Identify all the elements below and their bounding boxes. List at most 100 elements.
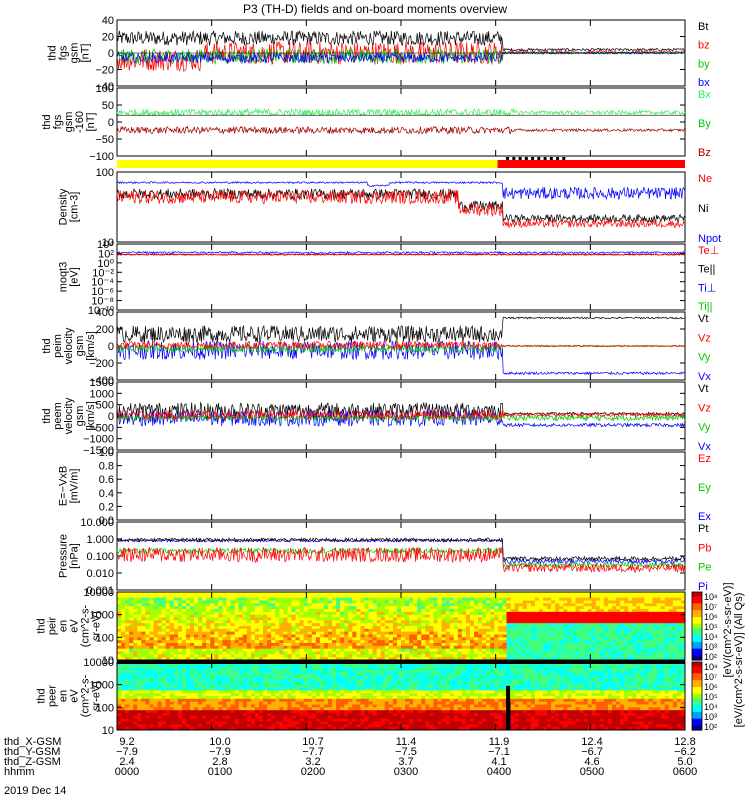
- spectro-cell: [446, 654, 451, 657]
- spectro-cell: [227, 716, 232, 719]
- spectro-cell: [137, 682, 142, 685]
- spectro-cell: [523, 595, 528, 598]
- spectro-cell: [543, 603, 548, 606]
- y-tick-label: 100: [96, 83, 114, 95]
- spectro-cell: [291, 724, 296, 727]
- spectro-cell: [535, 654, 540, 657]
- spectro-cell: [547, 620, 552, 623]
- spectro-cell: [393, 612, 398, 615]
- spectro-cell: [210, 646, 215, 649]
- spectro-cell: [291, 637, 296, 640]
- series-pb: [117, 547, 685, 572]
- spectro-cell: [186, 654, 191, 657]
- spectro-cell: [588, 620, 593, 623]
- spectro-cell: [194, 707, 199, 710]
- spectro-cell: [291, 612, 296, 615]
- spectro-cell: [628, 646, 633, 649]
- spectro-cell: [279, 690, 284, 693]
- spectro-cell: [186, 620, 191, 623]
- spectro-cell: [494, 620, 499, 623]
- spectro-cell: [417, 637, 422, 640]
- spectro-cell: [320, 682, 325, 685]
- spectro-cell: [478, 637, 483, 640]
- spectro-cell: [498, 654, 503, 657]
- spectro-cell: [154, 629, 159, 632]
- spectro-cell: [596, 637, 601, 640]
- spectro-cell: [580, 629, 585, 632]
- spectro-cell: [397, 637, 402, 640]
- spectro-cell: [519, 612, 524, 615]
- spectro-cell: [405, 637, 410, 640]
- spectro-cell: [263, 654, 268, 657]
- spectro-cell: [255, 646, 260, 649]
- spectro-cell: [190, 690, 195, 693]
- spectro-cell: [604, 603, 609, 606]
- spectro-cell: [198, 603, 203, 606]
- spectro-cell: [149, 654, 154, 657]
- spectro-cell: [624, 629, 629, 632]
- spectro-cell: [442, 637, 447, 640]
- spectro-cell: [174, 629, 179, 632]
- spectro-cell: [397, 620, 402, 623]
- spectro-cell: [186, 682, 191, 685]
- spectro-cell: [620, 629, 625, 632]
- spectro-cell: [259, 707, 264, 710]
- spectro-cell: [413, 654, 418, 657]
- spectro-cell: [186, 595, 191, 598]
- spectro-cell: [438, 654, 443, 657]
- spectro-cell: [616, 646, 621, 649]
- spectro-cell: [296, 603, 301, 606]
- spectro-cell: [137, 612, 142, 615]
- spectro-cell: [145, 665, 150, 668]
- spectro-cell: [279, 612, 284, 615]
- spectro-cell: [125, 682, 130, 685]
- spectro-cell: [283, 603, 288, 606]
- spectro-cell: [506, 595, 511, 598]
- spectro-cell: [644, 654, 649, 657]
- spectro-cell: [324, 603, 329, 606]
- spectro-cell: [227, 682, 232, 685]
- spectro-cell: [231, 646, 236, 649]
- spectro-cell: [486, 620, 491, 623]
- spectro-cell: [421, 637, 426, 640]
- spectro-cell: [571, 654, 576, 657]
- spectro-cell: [267, 707, 272, 710]
- spectro-cell: [657, 612, 662, 615]
- spectro-cell: [312, 654, 317, 657]
- spectro-cell: [117, 665, 122, 668]
- spectro-cell: [158, 716, 163, 719]
- spectro-cell: [145, 646, 150, 649]
- spectro-cell: [632, 595, 637, 598]
- spectro-cell: [304, 637, 309, 640]
- spectro-cell: [486, 595, 491, 598]
- spectro-cell: [502, 629, 507, 632]
- spectro-cell: [624, 620, 629, 623]
- spectro-cell: [592, 603, 597, 606]
- spectro-cell: [145, 595, 150, 598]
- spectro-cell: [409, 646, 414, 649]
- spectro-cell: [129, 637, 134, 640]
- spectro-cell: [438, 646, 443, 649]
- spectro-cell: [494, 629, 499, 632]
- y-tick-label: 40: [102, 15, 114, 27]
- spectro-cell: [267, 612, 272, 615]
- spectro-cell: [478, 603, 483, 606]
- spectro-cell: [243, 654, 248, 657]
- spectro-cell: [141, 637, 146, 640]
- spectro-cell: [559, 637, 564, 640]
- spectro-cell: [235, 654, 240, 657]
- spectro-cell: [174, 654, 179, 657]
- spectro-cell: [336, 595, 341, 598]
- spectro-cell: [194, 673, 199, 676]
- spectro-cell: [296, 646, 301, 649]
- spectro-cell: [255, 620, 260, 623]
- spectro-cell: [296, 690, 301, 693]
- spectro-cell: [283, 690, 288, 693]
- spectro-cell: [535, 637, 540, 640]
- spectro-cell: [551, 646, 556, 649]
- spectro-cell: [584, 595, 589, 598]
- spectro-cell: [332, 595, 337, 598]
- spectro-cell: [186, 665, 191, 668]
- spectro-cell: [409, 629, 414, 632]
- spectro-cell: [218, 665, 223, 668]
